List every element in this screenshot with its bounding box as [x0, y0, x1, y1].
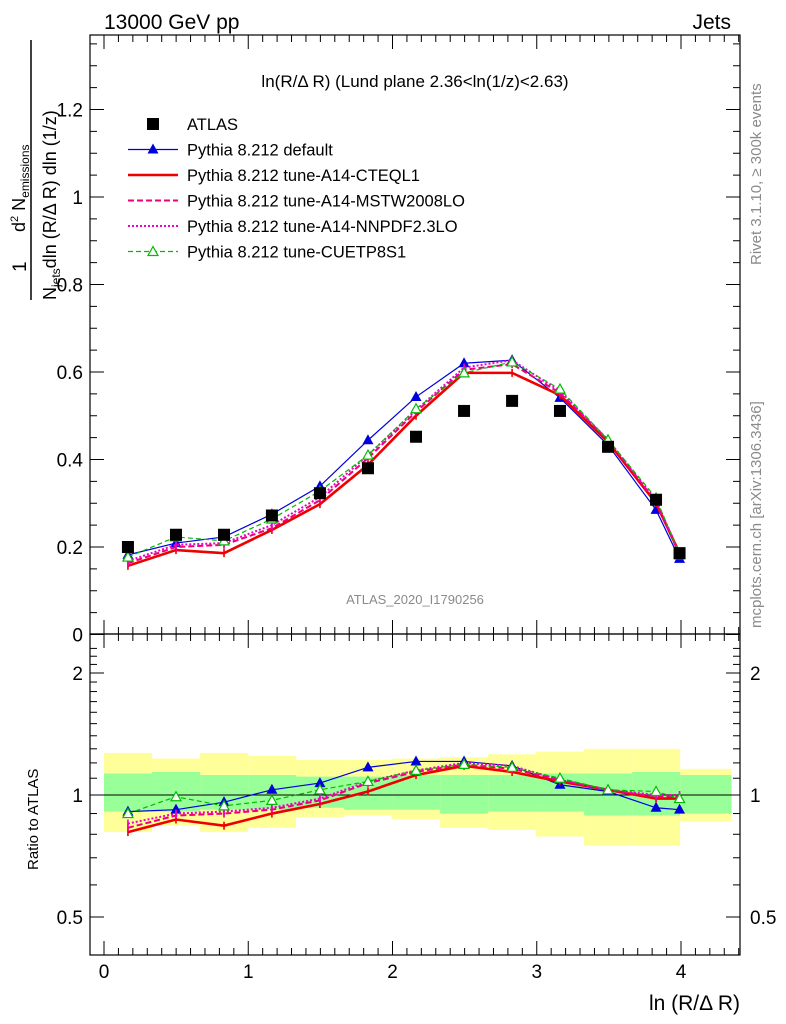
legend: ATLAS Pythia 8.212 default Pythia 8.212 tu… [128, 116, 465, 262]
ratio-y-axis-label: Ratio to ATLAS [25, 769, 42, 870]
header-right: Jets [692, 11, 731, 34]
series-line-pythia-8-212-tune-a14-cteql1 [127, 371, 681, 568]
axis-ticks: 0 1 2 3 4 0 0.2 0.4 0.6 0.8 1 1.2 0.5 0.5 1 1 2 2 [57, 35, 776, 983]
ratio-band-green [488, 775, 537, 812]
open-triangle-marker [506, 761, 519, 772]
triangle-marker [170, 803, 182, 814]
series-line-pythia-8-212-tune-cuetp8s1 [127, 361, 681, 558]
open-triangle-marker [673, 792, 686, 804]
x-tick-label: 3 [531, 962, 542, 983]
x-tick-label: 4 [676, 962, 687, 983]
open-triangle-marker [361, 775, 374, 787]
triangle-marker [458, 357, 470, 368]
atlas-data-point [121, 541, 134, 553]
open-triangle-marker [553, 771, 566, 783]
ratio-y-tick-label: 1 [72, 786, 83, 807]
triangle-marker [362, 761, 374, 772]
triangle-marker [362, 434, 374, 445]
triangle-marker [674, 803, 686, 814]
open-triangle-marker [458, 758, 471, 769]
legend-label: Pythia 8.212 default [187, 142, 333, 160]
mcplots-label: mcplots.cern.ch [arXiv:1306.3436] [748, 401, 765, 628]
atlas-data-point [218, 528, 231, 541]
series-line-pythia-8-212-tune-a14-nnpdf2-3lo [127, 359, 681, 562]
series-line-pythia-8-212-default [127, 359, 681, 560]
watermark: ATLAS_2020_I1790256 [346, 592, 484, 607]
atlas-data-point [673, 547, 686, 560]
open-triangle-marker [361, 448, 374, 460]
legend-marker-atlas [147, 118, 159, 130]
triangle-marker [410, 390, 422, 401]
legend-label: Pythia 8.212 tune-CUETP8S1 [187, 244, 406, 262]
ylabel-denominator: Njetsdln (R/Δ R) dln (1/z) [40, 110, 63, 300]
open-triangle-marker [650, 785, 663, 797]
open-triangle-marker [409, 764, 423, 776]
legend-label: Pythia 8.212 tune-A14-CTEQL1 [187, 167, 420, 185]
legend-label: ATLAS [187, 116, 238, 134]
triangle-marker [147, 143, 159, 154]
atlas-data-point [506, 394, 519, 407]
legend-label: Pythia 8.212 tune-A14-MSTW2008LO [187, 193, 465, 211]
y-tick-label: 1 [72, 188, 83, 209]
y-tick-label: 0.4 [57, 451, 84, 472]
ratio-y-tick-label: 2 [72, 664, 83, 685]
y-tick-label: 0.8 [57, 276, 83, 297]
open-triangle-marker [217, 799, 231, 811]
open-triangle-marker [506, 355, 519, 367]
open-triangle-marker [121, 807, 134, 819]
main-series [121, 354, 686, 570]
ratio-y-tick-label-right: 0.5 [750, 908, 776, 929]
y-tick-label: 0.2 [57, 538, 83, 559]
rivet-label: Rivet 3.1.10, ≥ 300k events [748, 83, 765, 265]
open-triangle-marker [169, 790, 183, 802]
atlas-data-point [650, 493, 663, 506]
ylabel-one: 1 [10, 261, 31, 272]
y-tick-label: 1.2 [57, 101, 83, 122]
triangle-marker [314, 777, 326, 788]
header-left: 13000 GeV pp [104, 11, 239, 34]
open-triangle-marker [265, 794, 278, 805]
x-tick-label: 1 [243, 962, 254, 983]
ylabel-numerator: d2 Nemissions [9, 145, 32, 233]
plot-title: ln(R/Δ R) (Lund plane 2.36<ln(1/z)<2.63) [261, 72, 568, 91]
x-tick-label: 2 [387, 962, 398, 983]
atlas-data-point [553, 404, 566, 417]
ratio-band-green [440, 775, 489, 814]
open-triangle-marker [121, 550, 134, 562]
triangle-marker [266, 783, 278, 794]
x-tick-label: 0 [99, 962, 110, 983]
atlas-data-point [265, 509, 278, 522]
triangle-marker [410, 755, 422, 766]
y-tick-label: 0.6 [57, 363, 83, 384]
ratio-y-tick-label-right: 2 [750, 664, 761, 685]
atlas-data-point [313, 487, 326, 500]
ratio-series [121, 755, 686, 837]
triangle-marker [650, 801, 662, 812]
open-triangle-marker [553, 382, 566, 394]
open-triangle-marker [458, 366, 471, 378]
atlas-data-point [602, 440, 615, 453]
atlas-data-point [458, 404, 471, 417]
y-tick-label: 0 [72, 626, 83, 647]
x-axis-label: ln (R/Δ R) [649, 992, 740, 1015]
ratio-band-green [680, 775, 732, 814]
open-triangle-marker [313, 783, 326, 795]
open-triangle-marker [146, 245, 160, 257]
atlas-data-point [410, 430, 423, 443]
open-triangle-marker [601, 783, 615, 795]
ratio-y-tick-label-right: 1 [750, 786, 761, 807]
main-y-axis-label: 1 Njetsdln (R/Δ R) dln (1/z) d2 Nemissio… [9, 40, 63, 300]
atlas-data-point [361, 462, 374, 475]
legend-label: Pythia 8.212 tune-A14-NNPDF2.3LO [187, 218, 458, 236]
series-line-pythia-8-212-tune-a14-mstw2008lo [127, 363, 681, 565]
atlas-data-point [169, 528, 182, 541]
open-triangle-marker [409, 402, 423, 414]
ratio-y-tick-label: 0.5 [57, 908, 83, 929]
ratio-band-green [104, 773, 153, 812]
